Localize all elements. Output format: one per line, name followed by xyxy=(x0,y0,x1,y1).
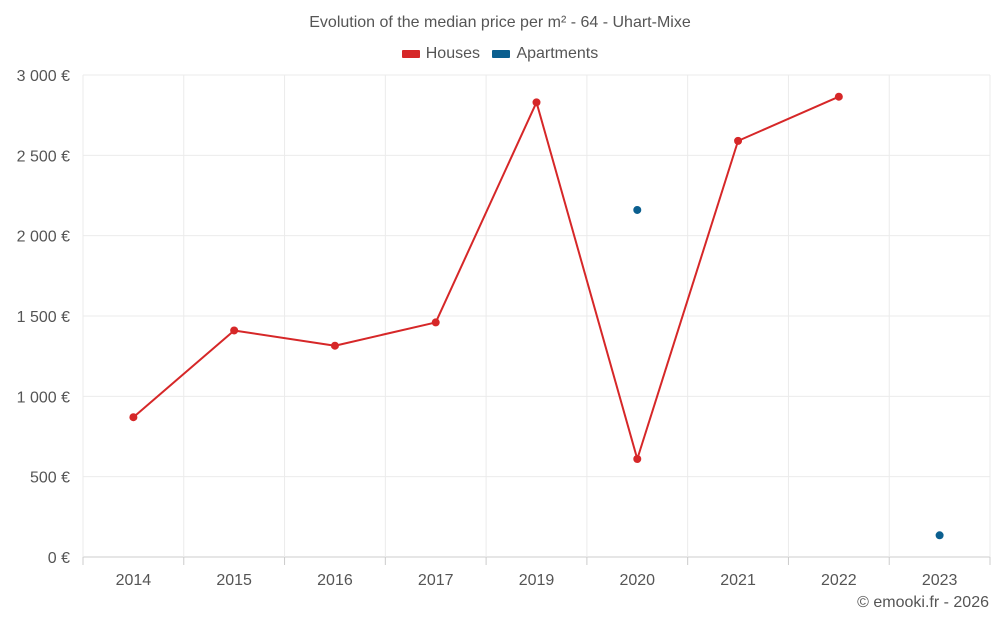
y-tick-label: 2 000 € xyxy=(17,229,70,246)
x-tick-label: 2022 xyxy=(821,572,857,589)
series-line-segment-houses xyxy=(737,95,840,142)
legend-item-apartments[interactable]: Apartments xyxy=(492,45,598,63)
data-point-houses xyxy=(834,92,843,101)
legend-label-apartments: Apartments xyxy=(516,45,599,62)
series-line-segment-houses xyxy=(132,329,235,418)
y-tick-label: 0 € xyxy=(48,550,70,567)
legend-swatch-apartments xyxy=(492,50,511,58)
x-tick-label: 2017 xyxy=(418,572,454,589)
y-tick-label: 3 000 € xyxy=(17,68,70,85)
chart-legend: Houses Apartments xyxy=(0,45,1000,63)
x-tick-label: 2016 xyxy=(317,572,353,589)
data-point-houses xyxy=(633,454,642,463)
data-point-houses xyxy=(431,318,440,327)
series-line-segment-houses xyxy=(334,321,436,347)
y-tick-label: 1 000 € xyxy=(17,389,70,406)
legend-item-houses[interactable]: Houses xyxy=(401,45,480,63)
series-line-segment-houses xyxy=(234,329,336,347)
series-line-segment-houses xyxy=(535,102,639,460)
x-tick-label: 2021 xyxy=(720,572,756,589)
data-point-houses xyxy=(230,326,239,335)
y-tick-label: 2 500 € xyxy=(17,148,70,165)
series-line-segment-houses xyxy=(434,101,538,323)
x-tick-label: 2014 xyxy=(116,572,152,589)
series-marks xyxy=(129,92,944,540)
legend-label-houses: Houses xyxy=(425,45,480,62)
x-tick-label: 2020 xyxy=(619,572,655,589)
grid-lines xyxy=(82,74,991,558)
data-point-houses xyxy=(330,341,339,350)
axes: 0 € 500 € 1 000 € 1 500 € 2 000 € 2 500 € 3 00… xyxy=(17,68,991,589)
data-point-houses xyxy=(734,136,743,145)
x-tick-label: 2023 xyxy=(922,572,958,589)
data-point-houses xyxy=(532,98,541,107)
x-tick-label: 2019 xyxy=(519,572,555,589)
series-line-segment-houses xyxy=(636,140,740,460)
credit-text: © emooki.fr - 2026 xyxy=(857,594,989,611)
data-point-apartments xyxy=(935,531,944,540)
legend-swatch-houses xyxy=(401,50,420,58)
x-tick-label: 2015 xyxy=(216,572,252,589)
data-point-apartments xyxy=(633,205,642,214)
chart-title: Evolution of the median price per m² - 6… xyxy=(309,14,691,31)
y-tick-label: 500 € xyxy=(30,470,70,487)
y-tick-label: 1 500 € xyxy=(17,309,70,326)
data-point-houses xyxy=(129,413,138,422)
